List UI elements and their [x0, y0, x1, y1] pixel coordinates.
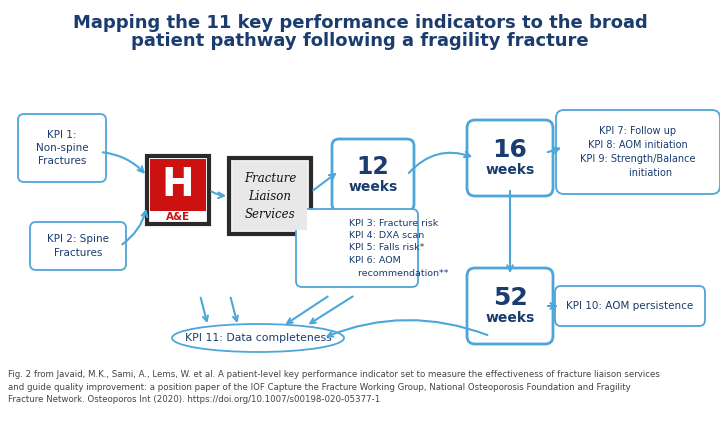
- FancyBboxPatch shape: [467, 268, 553, 344]
- Text: KPI 1:
Non-spine
Fractures: KPI 1: Non-spine Fractures: [36, 130, 89, 166]
- Text: 52: 52: [492, 286, 527, 310]
- Text: weeks: weeks: [348, 180, 397, 194]
- FancyBboxPatch shape: [556, 110, 720, 194]
- Text: Mapping the 11 key performance indicators to the broad: Mapping the 11 key performance indicator…: [73, 14, 647, 32]
- Text: H: H: [162, 166, 194, 204]
- FancyBboxPatch shape: [147, 156, 209, 224]
- Text: A&E: A&E: [166, 212, 190, 222]
- FancyBboxPatch shape: [467, 120, 553, 196]
- Text: Fig. 2 from Javaid, M.K., Sami, A., Lems, W. et al. A patient-level key performa: Fig. 2 from Javaid, M.K., Sami, A., Lems…: [8, 370, 660, 404]
- Text: patient pathway following a fragility fracture: patient pathway following a fragility fr…: [131, 32, 589, 50]
- FancyBboxPatch shape: [296, 209, 418, 287]
- Text: 16: 16: [492, 138, 528, 162]
- Text: KPI 3: Fracture risk
KPI 4: DXA scan
KPI 5: Falls risk*
KPI 6: AOM
   recommenda: KPI 3: Fracture risk KPI 4: DXA scan KPI…: [349, 219, 449, 277]
- Text: KPI 10: AOM persistence: KPI 10: AOM persistence: [567, 301, 693, 311]
- Ellipse shape: [172, 324, 344, 352]
- Text: weeks: weeks: [485, 163, 535, 177]
- Text: KPI 7: Follow up
KPI 8: AOM initiation
KPI 9: Strength/Balance
        initiatio: KPI 7: Follow up KPI 8: AOM initiation K…: [580, 126, 696, 178]
- Text: KPI 2: Spine
Fractures: KPI 2: Spine Fractures: [47, 234, 109, 258]
- Text: KPI 11: Data completeness: KPI 11: Data completeness: [184, 333, 331, 343]
- FancyBboxPatch shape: [332, 139, 414, 211]
- Text: weeks: weeks: [485, 311, 535, 325]
- FancyBboxPatch shape: [233, 162, 307, 230]
- Text: Fracture
Liaison
Services: Fracture Liaison Services: [244, 172, 296, 221]
- FancyBboxPatch shape: [229, 158, 311, 234]
- FancyBboxPatch shape: [555, 286, 705, 326]
- FancyBboxPatch shape: [18, 114, 106, 182]
- Text: 12: 12: [356, 155, 390, 179]
- FancyBboxPatch shape: [30, 222, 126, 270]
- FancyBboxPatch shape: [150, 159, 206, 211]
